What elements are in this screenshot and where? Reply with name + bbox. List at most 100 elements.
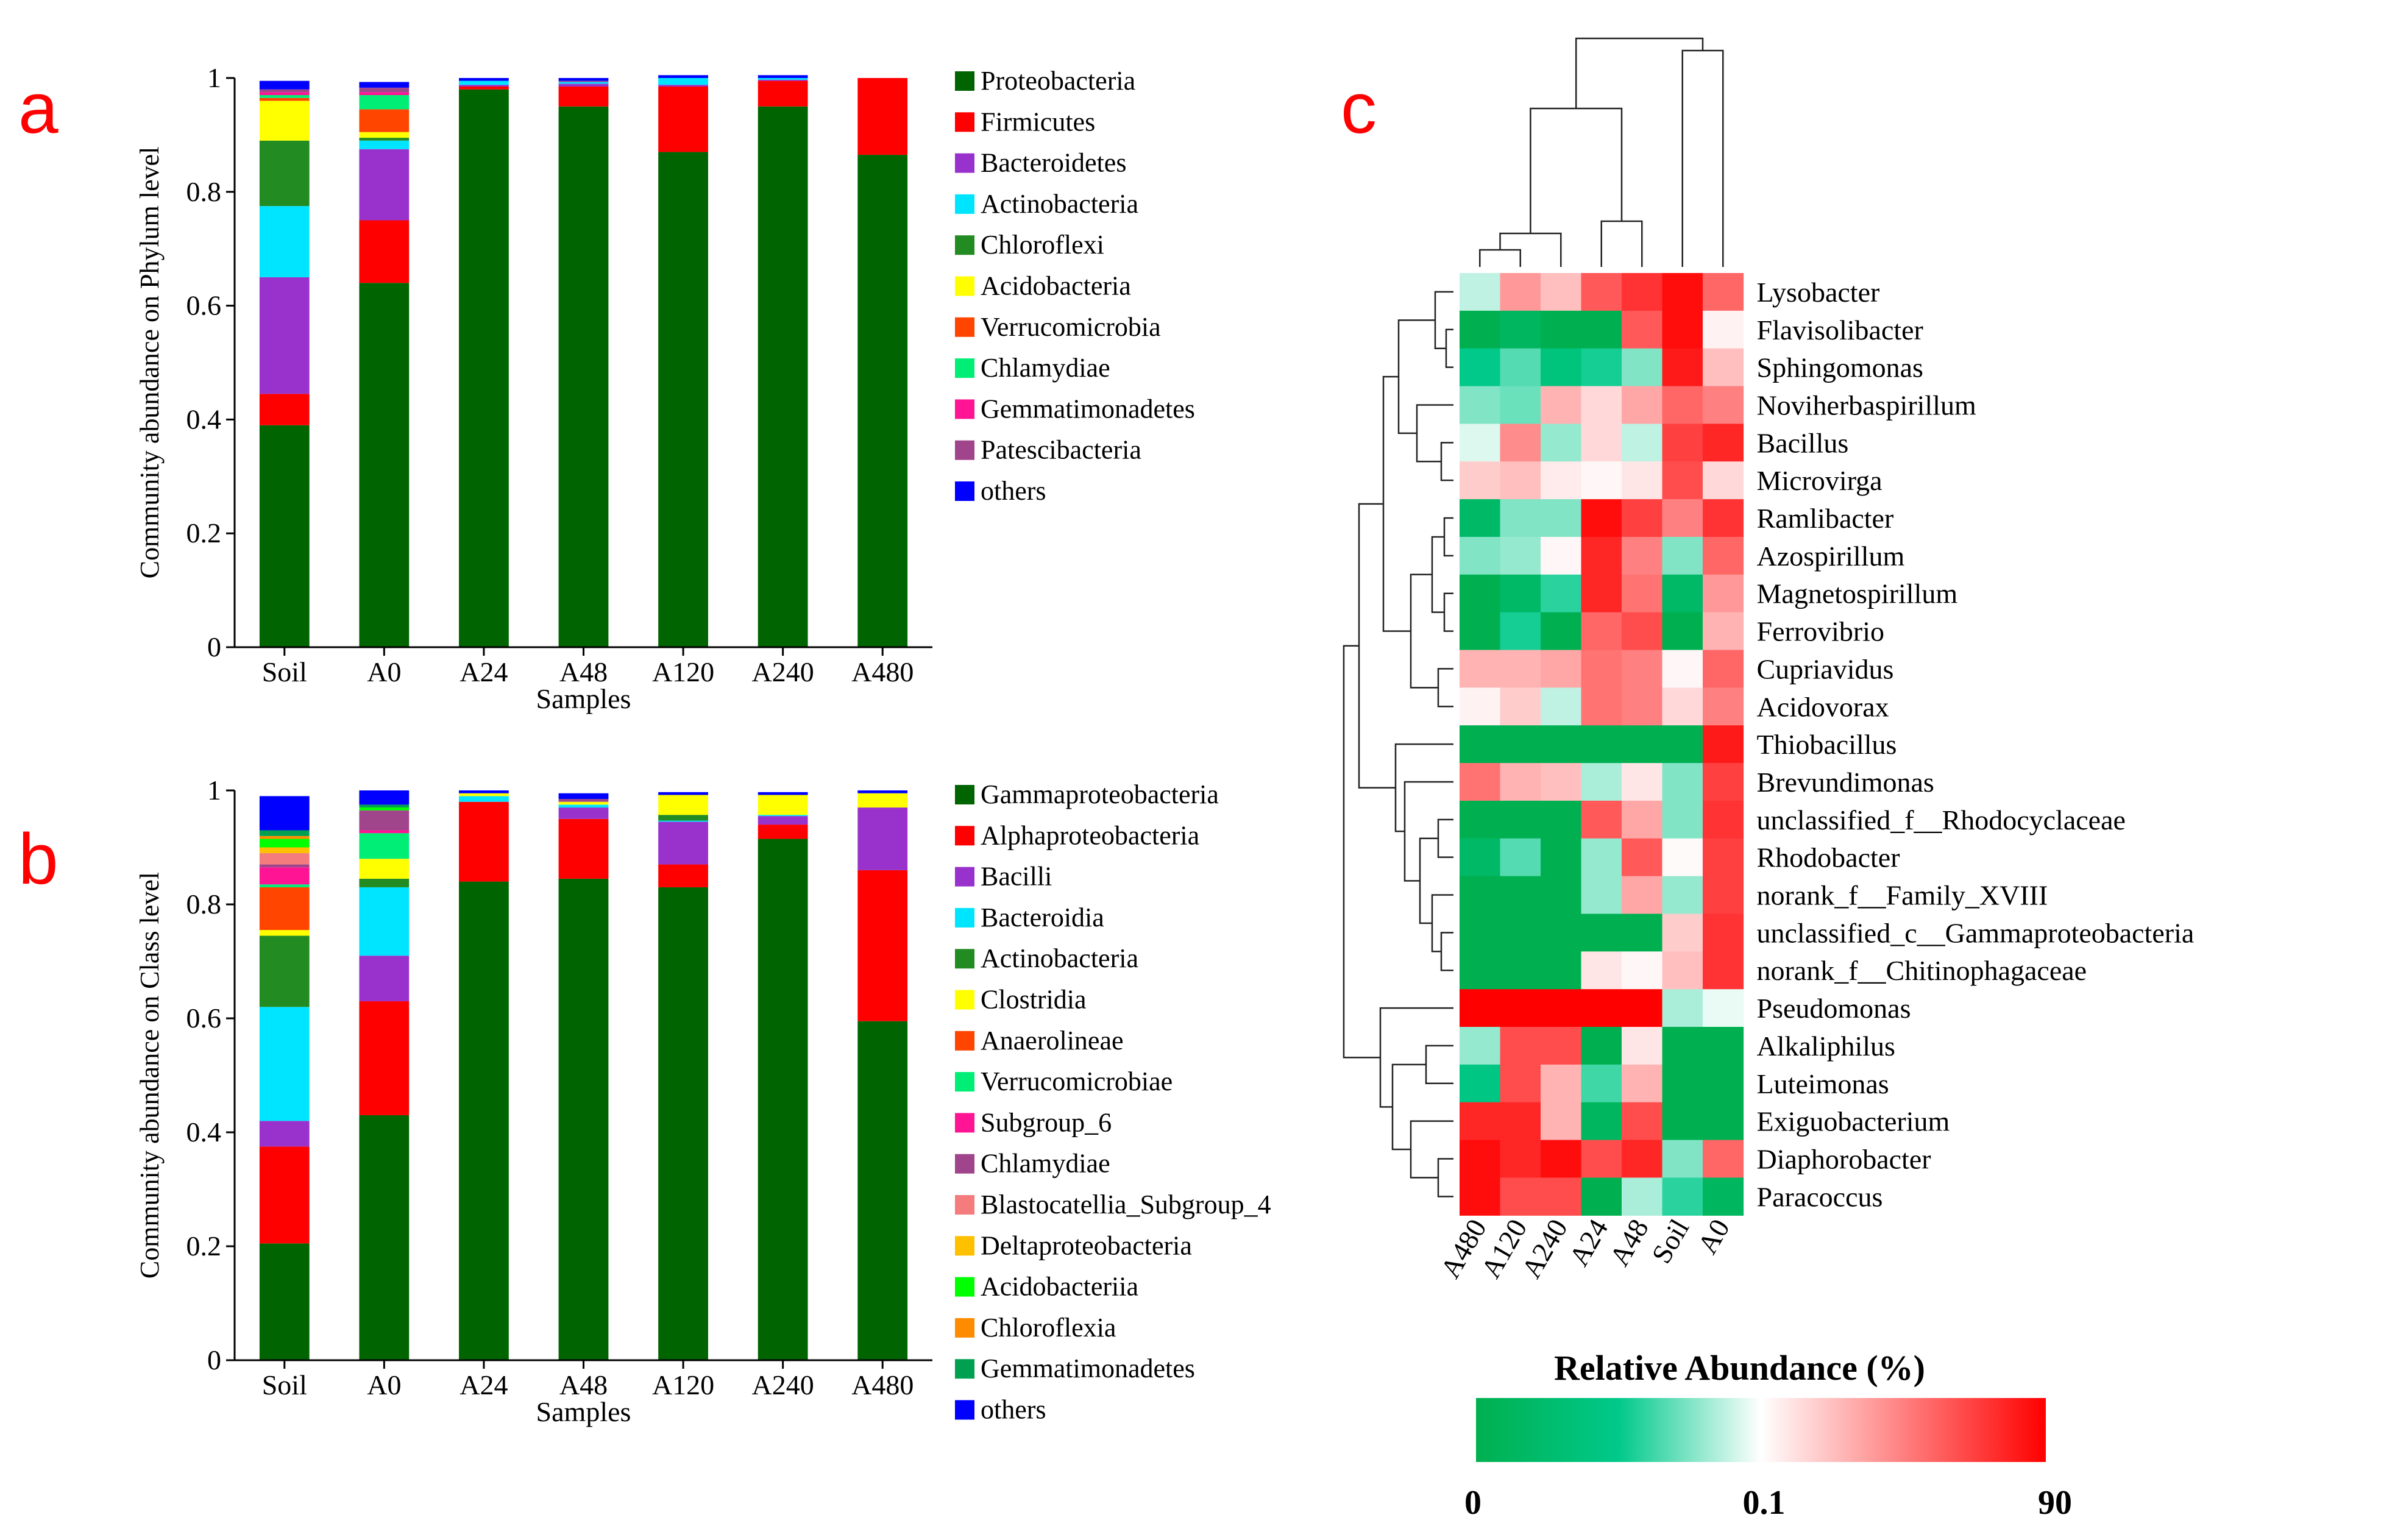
row-label: norank_f__Chitinophagaceae xyxy=(1757,955,2087,986)
bar-Soil-Chloroflexi xyxy=(259,140,310,207)
legend-label: Acidobacteriia xyxy=(981,1272,1138,1302)
row-label: norank_f__Family_XVIII xyxy=(1757,880,2048,911)
y-tick-label: 0.2 xyxy=(186,517,222,548)
bar-A120-Firmicutes xyxy=(658,87,708,152)
heatmap-cell-Alkaliphilus-A48 xyxy=(1622,1027,1663,1065)
bar-A120-others xyxy=(658,75,708,78)
heatmap-cell-Paracoccus-A240 xyxy=(1541,1177,1582,1216)
legend-label: Anaerolineae xyxy=(981,1026,1124,1056)
bar-A0-Actinobacteria xyxy=(359,140,410,149)
x-tick-label: A240 xyxy=(752,1369,814,1400)
legend-swatch-Bacteroidetes xyxy=(955,153,974,173)
bar-A120-Bacteroidetes xyxy=(658,85,708,87)
x-tick-label: A48 xyxy=(559,1369,608,1400)
row-label: Pseudomonas xyxy=(1757,993,1911,1024)
heatmap-cell-Microvirga-A24 xyxy=(1581,461,1622,500)
legend-label: Acidobacteria xyxy=(981,271,1131,301)
colorbar-title: Relative Abundance (%) xyxy=(1554,1348,1925,1388)
row-dendrogram-branch xyxy=(1403,781,1453,882)
legend-swatch-Verrucomicrobia xyxy=(955,317,974,337)
heatmap-cell-Alkaliphilus-A24 xyxy=(1581,1027,1622,1065)
bar-A480-Firmicutes xyxy=(857,78,908,155)
row-label: Ferrovibrio xyxy=(1757,616,1885,647)
heatmap-cell-Pseudomonas-A0 xyxy=(1703,989,1744,1027)
heatmap-cell-Brevundimonas-A120 xyxy=(1500,763,1541,801)
heatmap-cell-Microvirga-A480 xyxy=(1460,461,1501,500)
heatmap-cell-Exiguobacterium-A24 xyxy=(1581,1102,1622,1141)
bar-Soil-others xyxy=(259,80,310,90)
bar-A0-Chloroflexi xyxy=(359,138,410,141)
legend-label: Chloroflexi xyxy=(981,230,1104,260)
heatmap-cell-Azospirillum-A0 xyxy=(1703,536,1744,575)
heatmap-cell-Azospirillum-A24 xyxy=(1581,536,1622,575)
heatmap-cell-unclassified_c__Gammaproteobacteria-A24 xyxy=(1581,914,1622,952)
legend-label: Gemmatimonadetes xyxy=(981,394,1195,424)
heatmap-cell-Exiguobacterium-Soil xyxy=(1662,1102,1703,1141)
bar-Soil-Chlamydiae xyxy=(259,864,310,868)
heatmap-cell-Azospirillum-A120 xyxy=(1500,536,1541,575)
y-tick-label: 0.6 xyxy=(186,290,222,321)
y-axis-title: Community abundance on Class level xyxy=(135,872,165,1279)
heatmap-cell-Alkaliphilus-A120 xyxy=(1500,1027,1541,1065)
legend-swatch-Bacteroidia xyxy=(955,907,974,928)
heatmap-cell-Lysobacter-A0 xyxy=(1703,273,1744,311)
legend-swatch-Firmicutes xyxy=(955,112,974,132)
heatmap-cell-Ferrovibrio-Soil xyxy=(1662,612,1703,651)
bar-A0-Chlamydiae xyxy=(359,810,410,831)
heatmap-cell-Flavisolibacter-A0 xyxy=(1703,310,1744,349)
heatmap-cell-Brevundimonas-A240 xyxy=(1541,763,1582,801)
row-dendrogram-branch xyxy=(1437,668,1453,708)
legend-swatch-Bacilli xyxy=(955,867,974,887)
y-tick-label: 1 xyxy=(207,62,221,93)
row-dendrogram-branch xyxy=(1416,404,1453,463)
heatmap-cell-Noviherbaspirillum-A120 xyxy=(1500,386,1541,424)
heatmap-cell-Thiobacillus-A0 xyxy=(1703,725,1744,764)
heatmap-cell-Rhodobacter-A120 xyxy=(1500,838,1541,877)
heatmap-cell-norank_f__Family_XVIII-A480 xyxy=(1460,876,1501,915)
heatmap-cell-Rhodobacter-Soil xyxy=(1662,838,1703,877)
heatmap-cell-Exiguobacterium-A240 xyxy=(1541,1102,1582,1141)
y-tick-label: 0 xyxy=(207,631,221,662)
heatmap-cell-unclassified_c__Gammaproteobacteria-A48 xyxy=(1622,914,1663,952)
heatmap-cell-Ramlibacter-A240 xyxy=(1541,499,1582,538)
chart-class: 0 0.2 0.4 0.6 0.8 1 Soil A0 A24 A48 A120 A240 A480 Sa… xyxy=(135,775,1271,1427)
bar-A0-Acidobacteria xyxy=(359,132,410,138)
heatmap-cell-Pseudomonas-A48 xyxy=(1622,989,1663,1027)
legend-swatch-Patescibacteria xyxy=(955,440,974,460)
y-tick-label: 0.4 xyxy=(186,1116,222,1148)
heatmap-cell-Brevundimonas-A24 xyxy=(1581,763,1622,801)
bar-A0-Bacteroidia xyxy=(359,887,410,956)
heatmap-cell-Paracoccus-A24 xyxy=(1581,1177,1622,1216)
bar-A48-Actinobacteria xyxy=(558,82,609,84)
row-dendrogram-branch xyxy=(1419,837,1438,924)
heatmap-cell-Ferrovibrio-A24 xyxy=(1581,612,1622,651)
heatmap-cell-Paracoccus-A120 xyxy=(1500,1177,1541,1216)
legend-label: Actinobacteria xyxy=(981,943,1138,973)
heatmap-cell-Azospirillum-A480 xyxy=(1460,536,1501,575)
heatmap-cell-norank_f__Chitinophagaceae-Soil xyxy=(1662,951,1703,990)
bar-Soil-Bacteroidia xyxy=(259,1007,310,1121)
heatmap-cell-Bacillus-A24 xyxy=(1581,424,1622,462)
bar-A480-others xyxy=(857,790,908,793)
heatmap-cell-Magnetospirillum-A0 xyxy=(1703,574,1744,613)
legend-swatch-Actinobacteria xyxy=(955,194,974,214)
legend-swatch-Clostridia xyxy=(955,990,974,1010)
legend-label: Chloroflexia xyxy=(981,1313,1116,1343)
row-label: Acidovorax xyxy=(1757,691,1889,722)
heatmap-cell-Flavisolibacter-A48 xyxy=(1622,310,1663,349)
column-label: Soil xyxy=(1645,1214,1695,1269)
bar-A24-Firmicutes xyxy=(459,87,509,90)
heatmap-cell-Thiobacillus-A120 xyxy=(1500,725,1541,764)
heatmap-cell-norank_f__Family_XVIII-A48 xyxy=(1622,876,1663,915)
heatmap-cell-Sphingomonas-A48 xyxy=(1622,348,1663,387)
bar-A0-Gemmatimonadetes xyxy=(359,804,410,808)
bar-A0-Actinobacteria xyxy=(359,878,410,887)
heatmap-cell-Diaphorobacter-A48 xyxy=(1622,1140,1663,1178)
bar-Soil-Chloroflexia xyxy=(259,836,310,839)
row-label: Bacillus xyxy=(1757,427,1849,458)
bar-A120-others xyxy=(658,792,708,795)
heatmap-cell-Ramlibacter-A0 xyxy=(1703,499,1744,538)
heatmap-cell-Thiobacillus-Soil xyxy=(1662,725,1703,764)
bar-Soil-Subgroup_6 xyxy=(259,867,310,885)
row-label: Luteimonas xyxy=(1757,1068,1889,1099)
